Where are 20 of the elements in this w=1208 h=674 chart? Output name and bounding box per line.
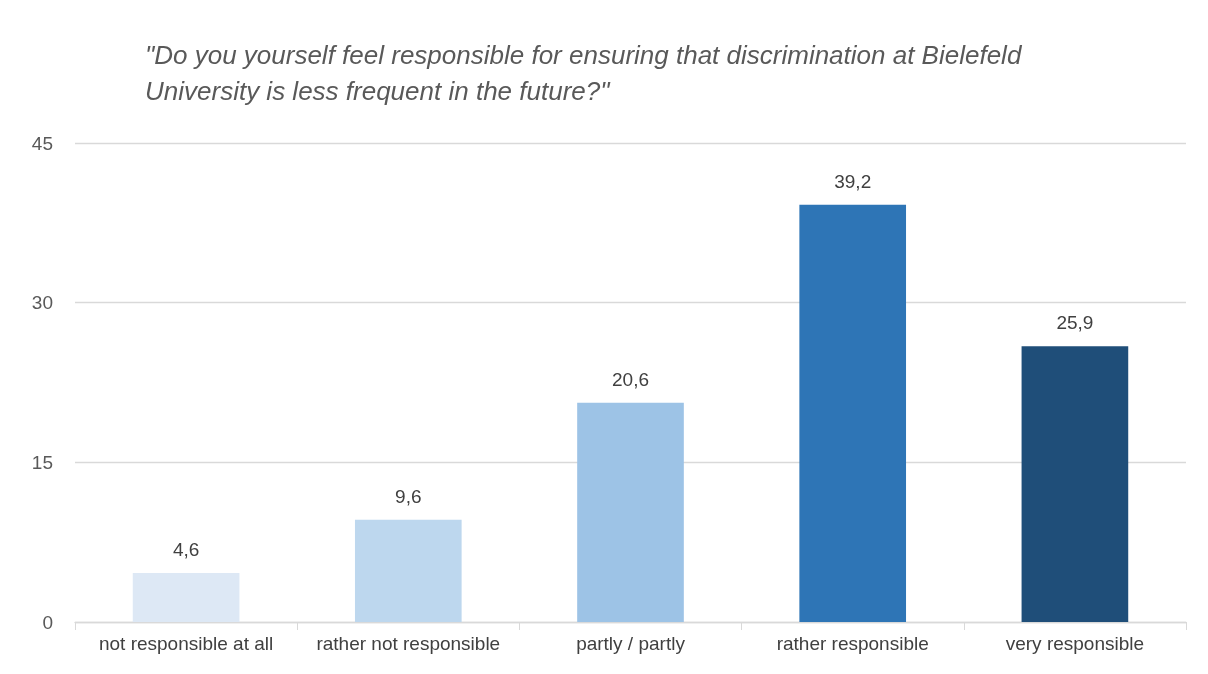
chart-title: "Do you yourself feel responsible for ensuring that discrimination at Bielefeld University is less frequent in the future?" [145, 40, 1029, 106]
bar [132, 573, 240, 622]
x-tick-label: not responsible at all [98, 633, 274, 654]
bar [577, 402, 684, 622]
y-tick-label: 30 [31, 292, 53, 314]
data-label: 20,6 [612, 368, 649, 390]
bar [1021, 346, 1129, 622]
x-tick-label: rather not responsible [316, 633, 501, 654]
y-tick-label: 0 [42, 611, 53, 633]
data-label: 4,6 [172, 539, 200, 561]
bar [799, 204, 907, 622]
data-label: 25,9 [1056, 312, 1094, 334]
y-tick-label: 45 [31, 132, 53, 154]
x-tick-label: rather responsible [776, 633, 929, 654]
y-tick-label: 15 [31, 451, 53, 473]
data-label: 9,6 [395, 485, 422, 507]
x-tick-label: partly / partly [576, 633, 686, 654]
x-tick-label: very responsible [1005, 633, 1145, 654]
bar [354, 519, 462, 622]
data-label: 39,2 [834, 170, 872, 192]
